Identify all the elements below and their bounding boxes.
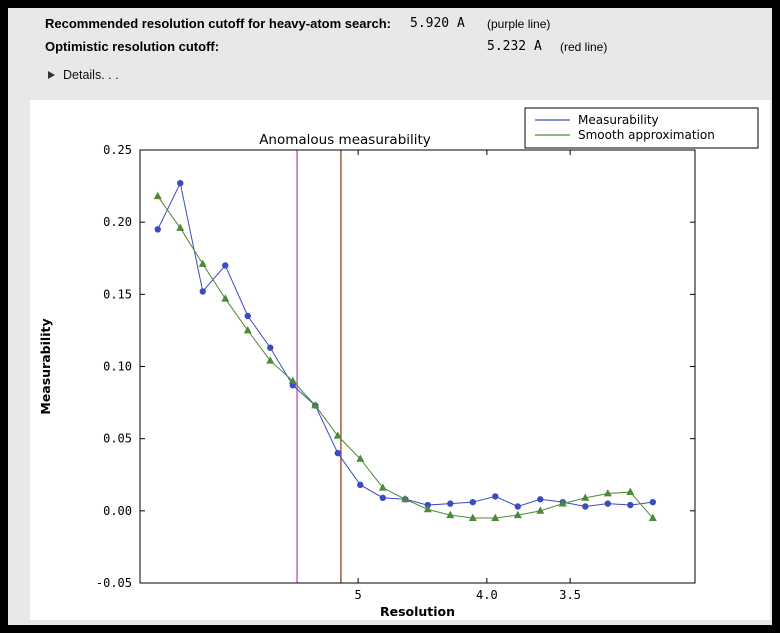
y-tick-label: 0.00	[103, 504, 132, 518]
recommended-cutoff-note: (purple line)	[487, 17, 551, 31]
anomalous-signal-panel: Recommended resolution cutoff for heavy-…	[8, 8, 772, 625]
optimistic-cutoff-label: Optimistic resolution cutoff:	[45, 39, 220, 54]
recommended-cutoff-label: Recommended resolution cutoff for heavy-…	[45, 16, 392, 31]
recommended-cutoff-row: Recommended resolution cutoff for heavy-…	[8, 16, 772, 34]
chart-figure: -0.05 0.00 0.05 0.10 0.15 0.20 0.25 5 4.0 3.5 Anom…	[30, 100, 770, 620]
x-axis-label: Resolution	[380, 604, 455, 619]
anomalous-measurability-chart: -0.05 0.00 0.05 0.10 0.15 0.20 0.25 5 4.0 3.5 Anom…	[38, 107, 759, 619]
y-tick-label: 0.15	[103, 287, 132, 301]
chart-title: Anomalous measurability	[259, 132, 431, 148]
x-tick-label: 4.0	[476, 588, 498, 602]
y-axis-label: Measurability	[38, 318, 53, 414]
y-tick-label: 0.10	[103, 360, 132, 374]
y-tick-label: 0.20	[103, 215, 132, 229]
legend-label: Smooth approximation	[578, 128, 715, 142]
y-tick-label: 0.05	[103, 432, 132, 446]
x-tick-label: 5	[354, 588, 361, 602]
disclosure-triangle-icon	[48, 71, 55, 79]
recommended-cutoff-value: 5.920 A	[410, 16, 465, 31]
optimistic-cutoff-value: 5.232 A	[487, 39, 542, 54]
details-label: Details. . .	[63, 68, 119, 82]
smooth-approximation-series	[153, 191, 657, 521]
x-tick-label: 3.5	[559, 588, 581, 602]
optimistic-cutoff-row: Optimistic resolution cutoff: 5.232 A (r…	[8, 39, 772, 57]
y-tick-label: 0.25	[103, 143, 132, 157]
legend-label: Measurability	[578, 113, 659, 127]
y-tick-label: -0.05	[96, 576, 132, 590]
optimistic-cutoff-note: (red line)	[560, 40, 608, 54]
details-disclosure[interactable]: Details. . .	[48, 66, 119, 84]
